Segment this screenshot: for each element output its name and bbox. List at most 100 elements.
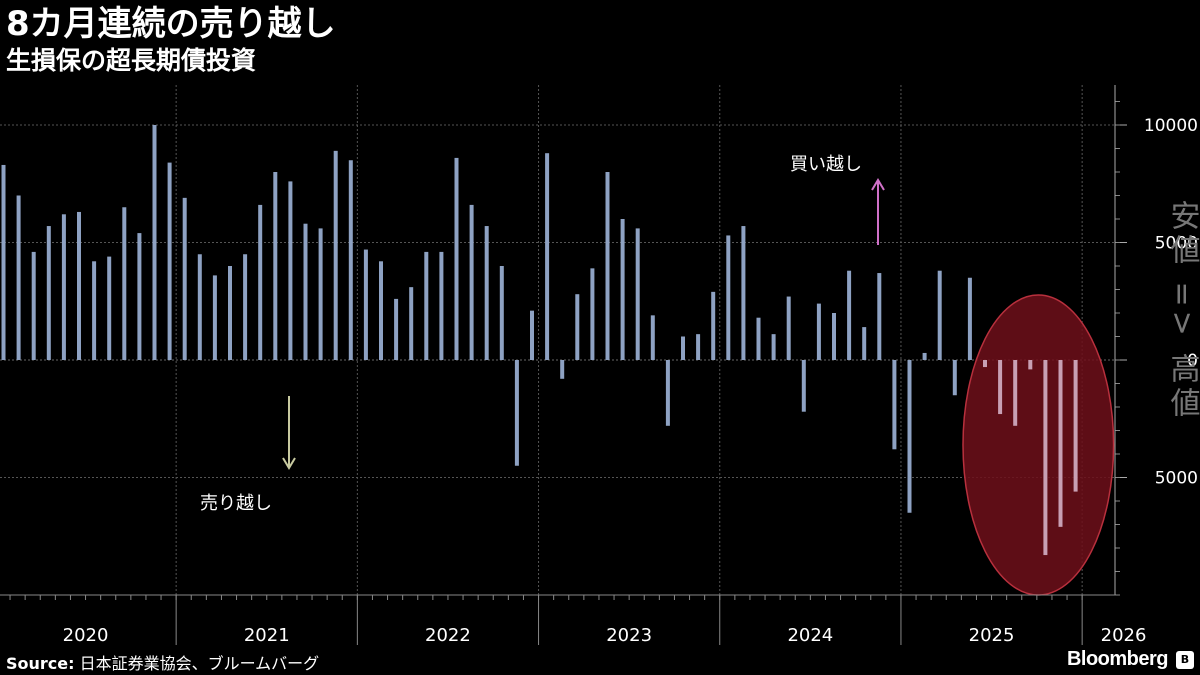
grid-layer — [0, 85, 1115, 595]
bar — [152, 125, 157, 360]
bar — [46, 226, 51, 360]
bloomberg-badge-icon: B — [1176, 651, 1194, 669]
bar — [1, 164, 6, 360]
bar — [545, 153, 550, 360]
bar — [258, 204, 263, 360]
bar — [741, 226, 746, 360]
y-tick-label: 10000 — [1144, 116, 1198, 136]
bar — [92, 261, 97, 360]
bar — [333, 150, 338, 360]
bar — [801, 360, 806, 412]
bar — [439, 251, 444, 360]
x-year-label: 2024 — [787, 625, 833, 646]
bar — [1043, 360, 1048, 556]
bar — [1058, 360, 1063, 527]
bar — [514, 360, 519, 466]
x-year-label: 2023 — [606, 625, 652, 646]
bar — [288, 181, 293, 360]
bar — [167, 162, 172, 360]
sell-label: 売り越し — [200, 493, 272, 514]
highlight-ellipse-layer — [962, 294, 1115, 596]
y-tick-label: 5000 — [1155, 234, 1198, 254]
bar — [303, 223, 308, 360]
bar — [650, 315, 655, 360]
bar — [726, 235, 731, 360]
source-label: Source: — [6, 654, 75, 673]
bar — [212, 275, 217, 360]
bar — [348, 160, 353, 360]
bar — [16, 195, 21, 360]
y-tick-label: 0 — [1187, 351, 1198, 371]
bar — [318, 228, 323, 360]
bar — [379, 261, 383, 360]
bar — [424, 251, 429, 360]
chart-title: 8カ月連続の売り越し — [6, 4, 336, 44]
bar — [590, 268, 595, 360]
x-year-label: 2022 — [425, 625, 471, 646]
buy-arrow-head-icon — [871, 178, 885, 191]
source-text: 日本証券業協会、ブルームバーグ — [79, 654, 320, 673]
bar — [665, 360, 670, 426]
bar — [228, 266, 232, 360]
bar — [363, 249, 368, 360]
bar — [243, 254, 248, 360]
x-year-label: 2025 — [969, 625, 1015, 646]
bar — [31, 251, 36, 360]
bloomberg-logo: Bloomberg — [1066, 648, 1169, 670]
axis-layer: 10000 5000 0 5000 2020 2021 2022 2023 2024 2025 20… — [0, 85, 1198, 646]
bar — [877, 273, 882, 360]
x-year-label: 2020 — [63, 625, 109, 646]
bar — [530, 310, 534, 360]
bar — [197, 254, 202, 360]
bar — [771, 334, 776, 360]
bar — [575, 294, 580, 360]
bar — [635, 228, 640, 360]
bar — [409, 287, 414, 360]
bar — [832, 313, 836, 360]
side-price-label: 安値 => 高値 — [1165, 200, 1200, 421]
chart-subtitle: 生損保の超長期債投資 — [6, 46, 257, 75]
bar — [182, 197, 187, 360]
bar — [61, 214, 66, 360]
bar — [937, 270, 942, 360]
bar — [862, 327, 867, 360]
x-year-label: 2026 — [1101, 625, 1147, 646]
bar — [786, 296, 791, 360]
bar — [1073, 360, 1078, 492]
bar — [967, 277, 972, 360]
bar — [1028, 360, 1033, 370]
sell-arrow-head-icon — [282, 457, 296, 470]
bar — [273, 172, 278, 360]
bar — [952, 360, 957, 396]
bar — [711, 291, 716, 360]
bar — [696, 334, 701, 360]
bar — [998, 360, 1003, 415]
bar — [122, 207, 127, 360]
bar — [756, 317, 761, 360]
bar — [137, 233, 142, 360]
x-year-label: 2021 — [244, 625, 290, 646]
bar — [983, 360, 987, 368]
bar — [499, 266, 504, 360]
bar — [1013, 360, 1018, 426]
bar — [922, 352, 927, 360]
bar — [560, 360, 565, 379]
source-note: Source: 日本証券業協会、ブルームバーグ — [6, 650, 319, 674]
bar — [77, 211, 81, 360]
y-tick-label: 5000 — [1155, 469, 1198, 489]
bar — [394, 298, 399, 360]
bar — [605, 172, 610, 360]
bar — [681, 336, 685, 360]
bar — [907, 360, 912, 513]
bar — [892, 360, 897, 450]
bar — [454, 157, 459, 360]
bar — [107, 256, 112, 360]
buy-label: 買い越し — [790, 154, 862, 175]
bar — [469, 204, 474, 360]
bar — [620, 219, 625, 360]
bars-layer — [1, 125, 1078, 556]
highlight-ellipse — [962, 294, 1115, 596]
bar — [847, 270, 852, 360]
